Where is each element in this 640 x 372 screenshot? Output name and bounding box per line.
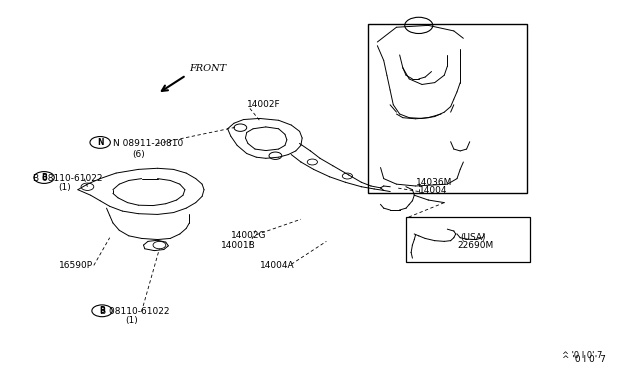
Text: ^ '0 I 0' 7: ^ '0 I 0' 7 (562, 350, 602, 359)
Text: 22690M: 22690M (457, 241, 493, 250)
Text: (1): (1) (59, 183, 72, 192)
Text: 14002F: 14002F (246, 100, 280, 109)
Text: 16590P: 16590P (59, 261, 93, 270)
Bar (368, 23, 527, 193)
Text: N 08911-20810: N 08911-20810 (113, 139, 183, 148)
Text: B: B (99, 306, 105, 315)
Text: 14001B: 14001B (221, 241, 256, 250)
Text: FRONT: FRONT (189, 64, 227, 73)
Text: N: N (97, 138, 104, 147)
Text: B 08110-61022: B 08110-61022 (33, 174, 103, 183)
Text: 14004: 14004 (419, 186, 447, 195)
Text: 14004A: 14004A (259, 261, 294, 270)
Text: B 08110-61022: B 08110-61022 (100, 307, 170, 316)
Text: 14002G: 14002G (231, 231, 266, 240)
Text: B: B (41, 173, 47, 182)
Text: (USA): (USA) (460, 233, 486, 242)
Text: (6): (6) (132, 150, 145, 159)
Text: (1): (1) (125, 316, 138, 325)
Bar (406, 217, 531, 262)
Text: ^ '0 I 0' 7: ^ '0 I 0' 7 (562, 355, 606, 364)
Text: 14036M: 14036M (415, 178, 452, 187)
